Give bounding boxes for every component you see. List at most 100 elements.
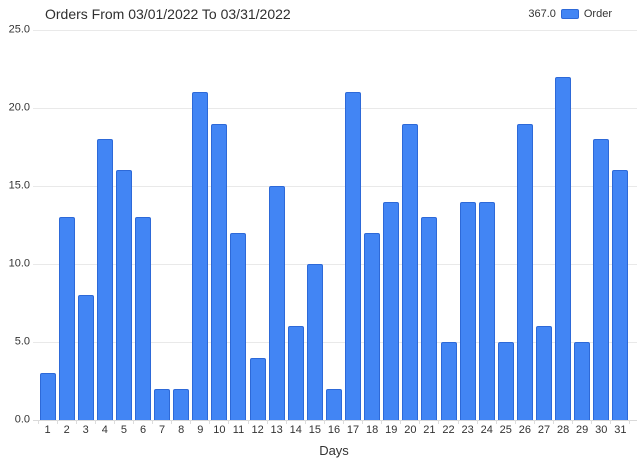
bar-slot: 4 (94, 30, 114, 436)
bar-day-18[interactable] (364, 232, 381, 420)
bar-day-17[interactable] (345, 92, 362, 420)
bar-day-5[interactable] (115, 170, 132, 420)
axis-tick (190, 420, 192, 424)
bar-slot: 30 (591, 30, 611, 436)
axis-tick (285, 420, 287, 424)
bar-day-19[interactable] (383, 201, 400, 420)
x-tick-label: 13 (270, 424, 283, 436)
bar-day-14[interactable] (287, 326, 304, 420)
axis-tick (495, 420, 497, 424)
bar-day-10[interactable] (211, 123, 228, 420)
bar-slot: 28 (553, 30, 573, 436)
bar-day-8[interactable] (173, 388, 190, 420)
axis-tick (228, 420, 230, 424)
bar-day-1[interactable] (39, 373, 56, 420)
x-tick-label: 29 (576, 424, 589, 436)
y-tick-label: 10.0 (8, 257, 30, 270)
bar-slot: 20 (400, 30, 420, 436)
bar-slot: 12 (247, 30, 267, 436)
bar-day-13[interactable] (268, 186, 285, 420)
x-tick-label: 21 (423, 424, 436, 436)
x-tick-label: 18 (366, 424, 379, 436)
axis-tick (266, 420, 268, 424)
axis-tick (304, 420, 306, 424)
gridline (33, 107, 637, 109)
bar-slot: 25 (495, 30, 515, 436)
x-tick-label: 15 (308, 424, 321, 436)
axis-tick (113, 420, 115, 424)
bar-slot: 7 (152, 30, 172, 436)
x-tick-label: 2 (63, 424, 70, 436)
bar-slot: 29 (572, 30, 592, 436)
x-tick-label: 28 (556, 424, 570, 436)
axis-tick (362, 420, 364, 424)
bar-day-26[interactable] (516, 123, 533, 420)
bar-day-3[interactable] (77, 295, 94, 420)
legend-total-value: 367.0 (528, 8, 556, 20)
axis-tick (343, 420, 344, 424)
bar-day-25[interactable] (497, 342, 514, 420)
bar-slot: 31 (610, 30, 631, 436)
gridline (33, 29, 637, 31)
axis-tick (94, 420, 96, 424)
legend[interactable]: 367.0 Order (528, 8, 612, 20)
axis-tick (476, 420, 478, 424)
axis-tick (75, 420, 77, 424)
bar-day-29[interactable] (574, 342, 591, 420)
axis-tick (591, 420, 593, 424)
bar-slot: 1 (37, 30, 57, 436)
bar-day-21[interactable] (421, 217, 438, 420)
x-tick-label: 27 (537, 424, 551, 436)
bar-day-7[interactable] (154, 388, 171, 420)
bar-day-12[interactable] (249, 357, 266, 420)
bar-slot: 14 (285, 30, 305, 436)
x-tick-label: 19 (385, 424, 398, 436)
legend-series-label: Order (583, 8, 612, 20)
bar-slot: 24 (476, 30, 496, 436)
axis-tick (533, 420, 535, 424)
bar-day-31[interactable] (612, 170, 629, 420)
bar-day-6[interactable] (135, 217, 152, 420)
bar-slot: 5 (113, 30, 133, 436)
x-tick-label: 24 (480, 424, 493, 436)
bar-day-30[interactable] (593, 139, 610, 420)
x-tick-label: 20 (404, 424, 417, 436)
x-tick-label: 22 (442, 424, 455, 436)
x-tick-label: 7 (159, 424, 166, 436)
bar-slot: 17 (343, 30, 363, 436)
bar-slot: 22 (438, 30, 458, 436)
x-tick-label: 9 (197, 424, 204, 436)
bar-slot: 9 (190, 30, 210, 436)
bar-slot: 3 (75, 30, 95, 436)
gridline (33, 185, 637, 187)
bar-day-11[interactable] (230, 232, 247, 420)
axis-tick (438, 420, 440, 424)
x-tick-label: 6 (139, 424, 147, 436)
axis-tick (247, 420, 249, 424)
x-tick-label: 11 (232, 424, 245, 436)
bar-day-9[interactable] (192, 92, 209, 420)
y-tick-label: 20.0 (8, 101, 30, 114)
x-tick-label: 25 (499, 424, 512, 436)
bar-day-2[interactable] (58, 217, 75, 420)
bar-day-16[interactable] (325, 388, 342, 420)
x-tick-label: 1 (44, 424, 51, 436)
bar-slot: 21 (419, 30, 439, 436)
axis-tick (457, 420, 459, 424)
axis-tick (400, 420, 402, 424)
bar-day-15[interactable] (306, 264, 323, 420)
bar-slot: 27 (533, 30, 553, 436)
x-tick-label: 14 (289, 424, 302, 436)
axis-tick (553, 420, 555, 424)
x-tick-label: 16 (327, 424, 341, 436)
bar-slot: 26 (514, 30, 534, 436)
bar-day-27[interactable] (535, 326, 552, 420)
bar-day-24[interactable] (478, 201, 495, 420)
bar-day-4[interactable] (96, 139, 113, 420)
axis-tick (514, 420, 516, 424)
bar-day-28[interactable] (555, 76, 572, 420)
bar-day-23[interactable] (459, 201, 476, 420)
x-axis-title: Days (319, 443, 349, 458)
bar-day-22[interactable] (440, 342, 457, 420)
bar-day-20[interactable] (402, 123, 419, 420)
